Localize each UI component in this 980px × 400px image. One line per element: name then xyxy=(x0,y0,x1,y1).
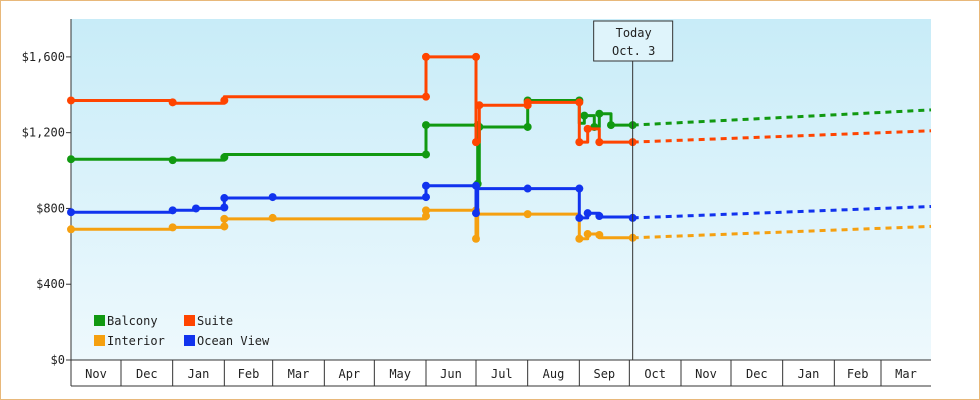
legend-label: Ocean View xyxy=(197,334,270,348)
data-point-suite xyxy=(422,92,430,101)
x-tick-label: Aug xyxy=(543,367,565,381)
today-label-line2: Oct. 3 xyxy=(612,44,655,58)
data-point-interior xyxy=(575,234,584,243)
y-tick-label: $0 xyxy=(51,353,65,367)
data-point-balcony xyxy=(580,111,589,120)
data-point-interior xyxy=(422,206,430,215)
data-point-suite xyxy=(168,98,177,107)
y-tick-label: $1,600 xyxy=(22,50,65,64)
x-tick-label: Jan xyxy=(798,367,820,381)
x-tick-label: Mar xyxy=(895,367,917,381)
data-point-ocean-view xyxy=(168,206,177,215)
series-lines xyxy=(67,52,637,243)
data-point-interior xyxy=(472,234,480,243)
data-point-suite xyxy=(583,124,592,133)
x-tick-label: Nov xyxy=(695,367,717,381)
data-point-suite xyxy=(220,96,229,105)
data-point-suite xyxy=(67,96,75,105)
x-tick-label: Dec xyxy=(136,367,158,381)
data-point-balcony xyxy=(67,155,75,164)
data-point-suite xyxy=(595,138,604,147)
data-point-ocean-view xyxy=(595,212,604,221)
legend-swatch xyxy=(184,315,195,326)
data-point-balcony xyxy=(595,109,604,118)
x-tick-label: Jun xyxy=(440,367,462,381)
data-point-ocean-view xyxy=(268,193,277,202)
y-tick-label: $400 xyxy=(36,277,65,291)
data-point-interior xyxy=(523,210,532,219)
data-point-suite xyxy=(472,52,480,61)
data-point-ocean-view xyxy=(472,181,480,190)
today-label-box xyxy=(593,20,674,62)
data-point-balcony xyxy=(168,156,177,165)
today-label-line1: Today xyxy=(616,26,652,40)
legend-label: Suite xyxy=(197,314,233,328)
legend-label: Balcony xyxy=(107,314,158,328)
forecast-line-suite xyxy=(632,129,932,144)
data-point-ocean-view xyxy=(523,184,532,193)
x-tick-label: Mar xyxy=(288,367,310,381)
x-axis: Nov Dec Jan Feb Mar Apr May Jun Jul Aug Sep Oct Nov D… xyxy=(70,359,931,387)
data-point-interior xyxy=(583,230,592,239)
x-tick-label: Jul xyxy=(491,367,513,381)
data-point-ocean-view xyxy=(67,208,75,217)
data-point-suite xyxy=(475,101,484,110)
y-tick-label: $800 xyxy=(36,201,65,215)
data-point-ocean-view xyxy=(220,203,229,212)
data-point-interior xyxy=(220,214,229,223)
data-point-balcony xyxy=(523,122,532,131)
legend-swatch xyxy=(94,315,105,326)
data-point-balcony xyxy=(607,121,615,130)
x-tick-label: Oct xyxy=(644,367,666,381)
data-point-balcony xyxy=(220,153,229,162)
data-point-interior xyxy=(168,223,177,232)
data-point-ocean-view xyxy=(472,209,480,218)
data-point-ocean-view xyxy=(422,193,430,202)
legend-label: Interior xyxy=(107,334,165,348)
x-tick-label: Feb xyxy=(238,367,260,381)
data-point-interior xyxy=(268,213,277,222)
data-point-suite xyxy=(523,98,532,107)
data-point-balcony xyxy=(422,121,430,130)
x-tick-label: Apr xyxy=(338,367,360,381)
data-point-suite xyxy=(575,98,584,107)
forecast-line-interior xyxy=(632,224,932,240)
today-marker: Today Oct. 3 xyxy=(593,20,674,360)
data-point-ocean-view xyxy=(422,181,430,190)
legend-swatch xyxy=(94,335,105,346)
data-point-ocean-view xyxy=(575,213,584,222)
data-point-ocean-view xyxy=(583,209,592,218)
legend-swatch xyxy=(184,335,195,346)
legend: Balcony Suite Interior Ocean View xyxy=(94,314,270,348)
data-point-interior xyxy=(220,222,229,231)
forecast-lines xyxy=(632,108,932,240)
data-point-interior xyxy=(595,230,604,239)
y-axis: $0 $400 $800 $1,200 $1,600 xyxy=(22,19,72,367)
data-point-ocean-view xyxy=(220,194,229,203)
x-tick-label: Feb xyxy=(847,367,869,381)
data-point-ocean-view xyxy=(192,204,200,213)
x-tick-label: Sep xyxy=(593,367,615,381)
data-point-suite xyxy=(422,52,430,61)
forecast-line-balcony xyxy=(632,108,932,127)
x-tick-label: Nov xyxy=(85,367,107,381)
y-tick-label: $1,200 xyxy=(22,126,65,140)
data-point-balcony xyxy=(422,150,430,159)
data-point-interior xyxy=(422,212,430,221)
x-tick-label: Dec xyxy=(746,367,768,381)
data-point-suite xyxy=(575,138,584,147)
x-tick-label: May xyxy=(389,367,411,381)
x-tick-label: Jan xyxy=(188,367,210,381)
data-point-suite xyxy=(472,138,480,147)
forecast-line-ocean-view xyxy=(632,205,932,220)
data-point-interior xyxy=(67,225,75,234)
data-point-ocean-view xyxy=(575,184,584,193)
